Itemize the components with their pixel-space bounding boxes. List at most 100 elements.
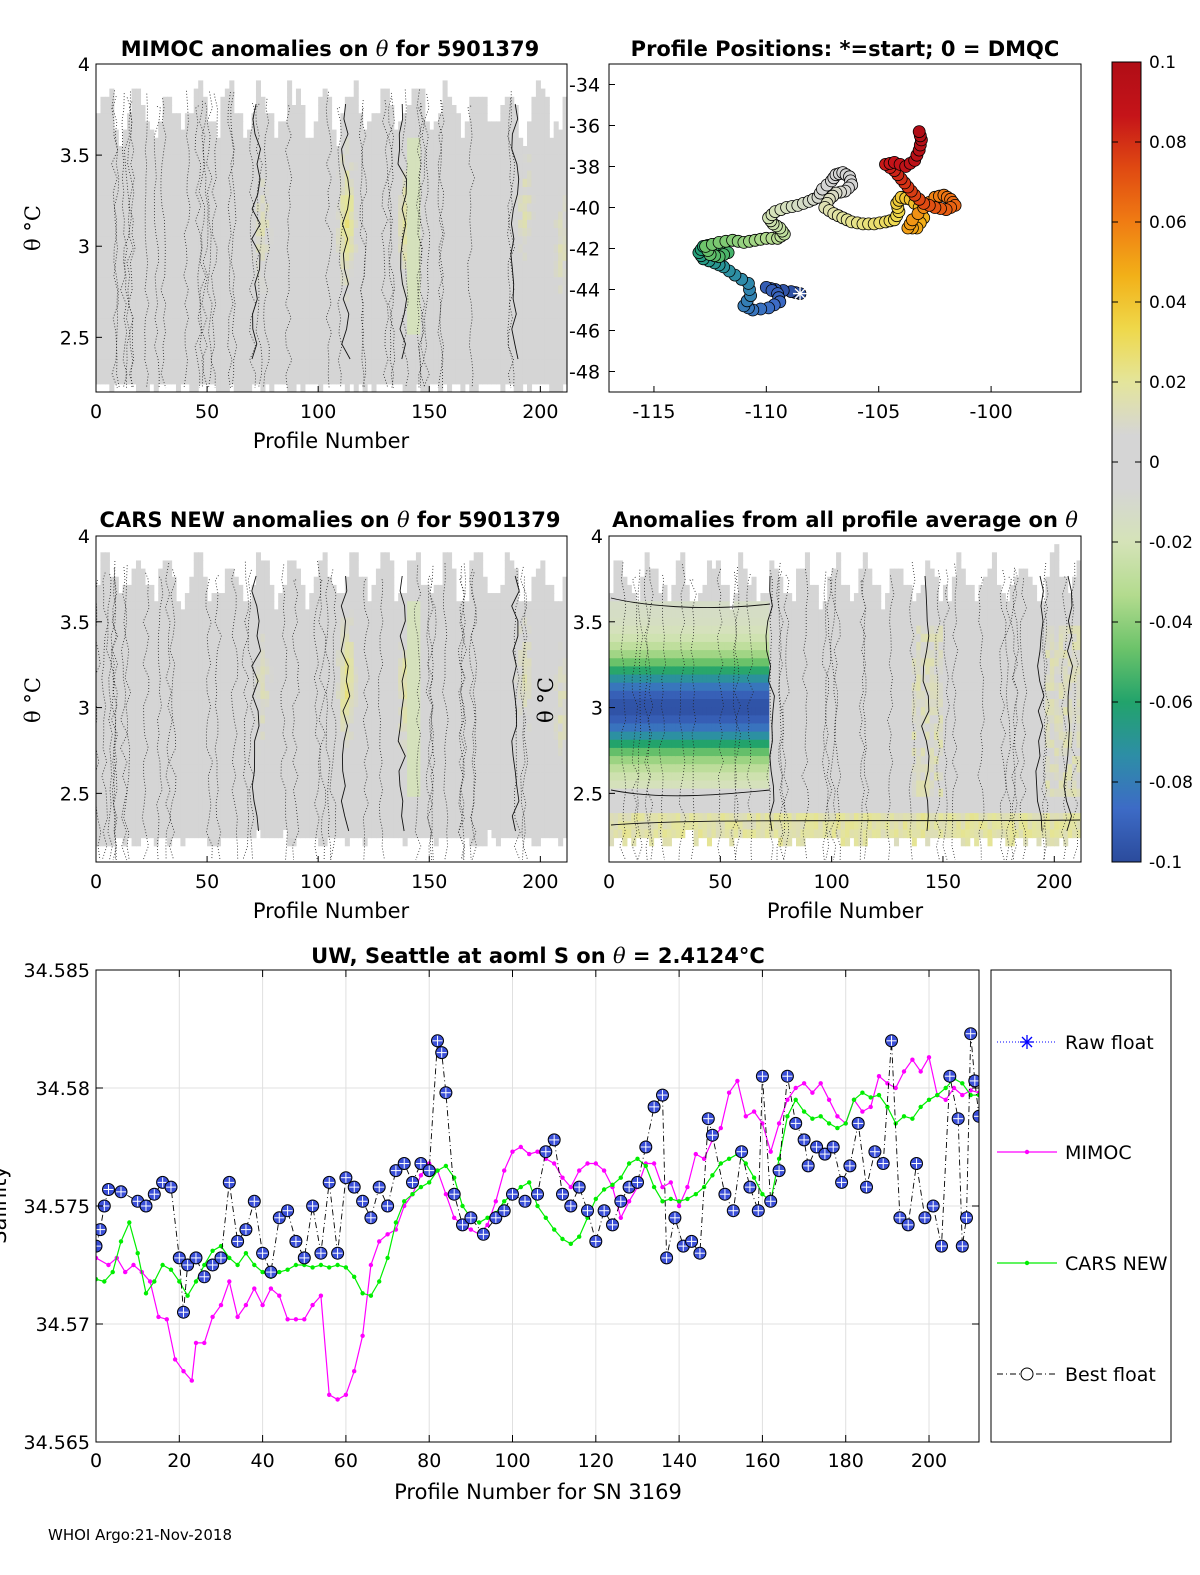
- heatmap-cell: [500, 170, 506, 180]
- heatmap-cell: [158, 609, 164, 619]
- y-tick-label: -34: [569, 75, 600, 97]
- heatmap-cell: [331, 326, 337, 336]
- heatmap-cell: [433, 277, 439, 286]
- heatmap-cell: [264, 260, 270, 270]
- heatmap-cell: [531, 269, 537, 278]
- contour-line: [183, 90, 191, 389]
- heatmap-cell: [198, 666, 204, 676]
- heatmap-cell: [104, 367, 110, 377]
- heatmap-cell: [295, 187, 301, 196]
- heatmap-cell: [104, 211, 110, 221]
- heatmap-cell: [273, 269, 279, 278]
- heatmap-cell: [469, 137, 475, 147]
- heatmap-cell: [300, 326, 306, 336]
- heatmap-cell: [224, 228, 230, 237]
- heatmap-cell: [220, 146, 226, 155]
- heatmap-cell: [158, 301, 164, 311]
- heatmap-cell: [344, 285, 350, 295]
- heatmap-cell: [264, 236, 270, 245]
- heatmap-cell: [407, 228, 413, 237]
- heatmap-cell: [171, 731, 177, 741]
- heatmap-cell: [224, 715, 230, 725]
- heatmap-cell: [287, 178, 293, 188]
- heatmap-cell: [144, 277, 150, 286]
- heatmap-cell: [447, 178, 453, 188]
- heatmap-cell: [238, 731, 244, 741]
- heatmap-cell: [304, 162, 310, 172]
- heatmap-cell: [211, 277, 217, 286]
- heatmap-cell: [180, 195, 186, 204]
- heatmap-cell: [558, 383, 564, 392]
- heatmap-cell: [389, 269, 395, 278]
- heatmap-cell: [162, 195, 168, 204]
- heatmap-cell: [433, 236, 439, 245]
- heatmap-cell: [135, 723, 142, 733]
- heatmap-cell: [531, 334, 537, 344]
- heatmap-cell: [238, 666, 244, 676]
- heatmap-cell: [322, 326, 328, 336]
- heatmap-cell: [353, 383, 359, 392]
- heatmap-cell: [291, 301, 297, 311]
- heatmap-cell: [438, 359, 444, 368]
- heatmap-cell: [247, 375, 253, 385]
- heatmap-cell: [104, 593, 110, 602]
- heatmap-cell: [464, 277, 470, 286]
- heatmap-cell: [487, 129, 493, 139]
- heatmap-cell: [162, 780, 168, 790]
- heatmap-cell: [247, 739, 253, 749]
- heatmap-cell: [131, 633, 137, 643]
- heatmap-cell: [153, 788, 159, 798]
- heatmap-cell: [255, 359, 261, 368]
- heatmap-cell: [215, 813, 222, 822]
- heatmap-cell: [229, 252, 235, 262]
- heatmap-cell: [389, 375, 395, 385]
- heatmap-cell: [135, 576, 142, 586]
- heatmap-cell: [518, 228, 524, 237]
- heatmap-cell: [215, 625, 222, 635]
- heatmap-cell: [255, 105, 261, 114]
- heatmap-cell: [433, 351, 439, 360]
- heatmap-cell: [149, 178, 155, 188]
- heatmap-cell: [193, 228, 199, 237]
- heatmap-cell: [562, 367, 567, 377]
- heatmap-cell: [127, 121, 133, 131]
- heatmap-cell: [504, 146, 510, 155]
- heatmap-cell: [100, 756, 106, 765]
- heatmap-cell: [96, 318, 102, 327]
- heatmap-cell: [473, 146, 479, 155]
- heatmap-cell: [238, 129, 244, 139]
- heatmap-cell: [482, 342, 488, 352]
- heatmap-cell: [220, 211, 226, 221]
- heatmap-cell: [167, 715, 173, 725]
- heatmap-cell: [344, 162, 350, 172]
- heatmap-cell: [131, 690, 137, 700]
- heatmap-cell: [171, 821, 177, 830]
- heatmap-cell: [389, 359, 395, 368]
- heatmap-cell: [193, 739, 199, 749]
- heatmap-cell: [233, 211, 239, 221]
- heatmap-cell: [411, 252, 417, 262]
- heatmap-cell: [153, 747, 159, 757]
- heatmap-cell: [242, 334, 248, 344]
- heatmap-cell: [442, 154, 448, 163]
- heatmap-cell: [549, 277, 555, 286]
- contour-line: [227, 92, 235, 389]
- heatmap-cell: [215, 170, 222, 180]
- heatmap-cell: [527, 146, 533, 155]
- heatmap-cell: [398, 318, 404, 327]
- heatmap-cell: [402, 375, 408, 385]
- heatmap-cell: [238, 113, 244, 122]
- heatmap-cell: [167, 593, 173, 602]
- heatmap-cell: [224, 121, 230, 131]
- heatmap-cell: [167, 739, 173, 749]
- heatmap-cell: [224, 260, 230, 270]
- heatmap-cell: [113, 804, 119, 814]
- heatmap-cell: [171, 121, 177, 131]
- heatmap-cell: [242, 260, 248, 270]
- heatmap-cell: [96, 154, 102, 163]
- heatmap-cell: [442, 137, 448, 147]
- heatmap-cell: [553, 129, 559, 139]
- heatmap-cell: [149, 244, 155, 254]
- heatmap-cell: [398, 170, 404, 180]
